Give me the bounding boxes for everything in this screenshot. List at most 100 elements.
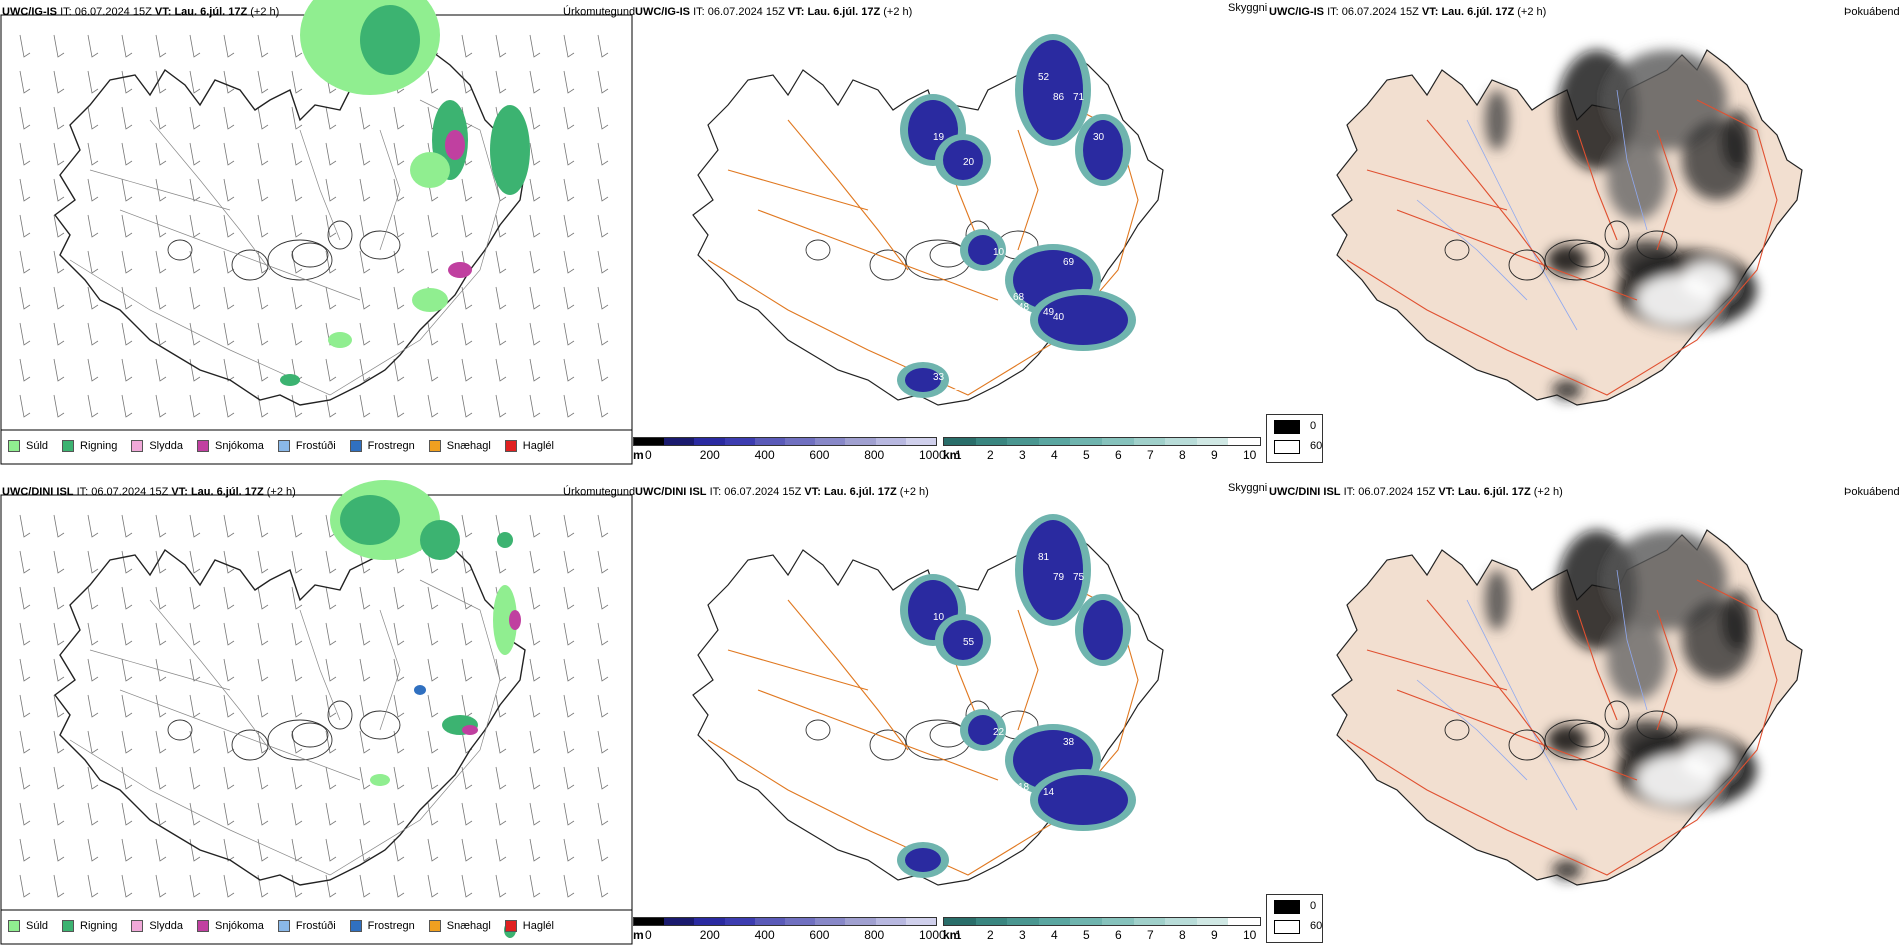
wind-barb [359,838,371,862]
colorbar-tick: 1000 [919,928,946,942]
wind-barb [597,514,609,538]
cloud-blob [1083,120,1123,180]
wind-barb [257,622,269,646]
wind-barb [597,106,609,130]
precip-blob [328,332,352,348]
wind-barb [155,838,167,862]
wind-barb [87,106,99,130]
wind-barb [291,214,303,238]
wind-barb [597,394,609,418]
road [1396,209,1638,301]
fog-clear [1682,742,1732,778]
colorbar-segment [975,918,1008,925]
wind-barb [19,178,31,202]
wind-barb [19,514,31,538]
wind-barb [257,34,269,58]
wind-barb [461,214,473,238]
legend-swatch [428,920,441,932]
wind-barb [53,250,65,274]
precip-blob [412,288,448,312]
wind-barb [291,622,303,646]
cloud-base-value: 79 [1053,572,1065,583]
wind-barb [87,766,99,790]
wind-barb [359,586,371,610]
cloud-base-value: 52 [1038,72,1050,83]
wind-barb [87,250,99,274]
road [149,599,271,751]
wind-barb [563,70,575,94]
wind-barb [529,550,541,574]
wind-barb [325,586,337,610]
wind-barb [495,802,507,826]
cloud-base-value: 40 [1053,312,1065,323]
wind-barb [563,358,575,382]
wind-barb [53,358,65,382]
wind-barb [121,394,133,418]
wind-barb [393,394,405,418]
wind-barb [257,394,269,418]
colorbar-tick: 4 [1051,448,1058,462]
colorbar-segment [845,438,876,445]
wind-barb [495,550,507,574]
wind-barb [461,514,473,538]
road [1017,609,1039,731]
cloud-blob [905,848,941,872]
wind-barb [291,250,303,274]
fog-blob [1607,140,1667,220]
wind-barb [461,178,473,202]
wind-barb [563,34,575,58]
wind-barb [291,178,303,202]
wind-barb [53,550,65,574]
wind-barb [529,214,541,238]
wind-barb [87,658,99,682]
glacier [1604,220,1630,250]
wind-barb [53,838,65,862]
glacier-outlines [1444,700,1678,761]
glacier [267,239,333,281]
wind-barb [19,106,31,130]
precip-areas [280,0,530,386]
wind-barb [597,322,609,346]
glacier [1508,249,1546,281]
road-lines [1346,99,1778,396]
wind-barb [495,394,507,418]
colorbar-segment [1070,438,1102,445]
road [1346,99,1778,396]
wind-barb [121,622,133,646]
river [1616,89,1648,231]
road [1366,169,1508,211]
legend-item: Haglél [504,920,554,932]
wind-barb [529,514,541,538]
colorbar-segment [1165,438,1197,445]
wind-barb [19,694,31,718]
wind-barb [189,106,201,130]
colorbar-segment [785,918,816,925]
wind-barb [189,178,201,202]
glacier [1544,719,1610,761]
road [69,99,501,396]
colorbar-segment [944,438,976,445]
wind-barb [223,802,235,826]
cloud-visibility-panel: 81 79 75 78 10 55 21 61 22 38 18 14 UWC/DINI ISL IT… [633,480,1267,945]
legend-swatch [504,440,517,452]
colorbar-segment [1038,918,1071,925]
wind-barb [223,550,235,574]
precip-type-label: Úrkomutegund [563,486,636,498]
wind-barb [461,286,473,310]
legend-swatch [349,440,362,452]
wind-barb [121,838,133,862]
wind-barb [189,358,201,382]
cloud-blob [943,620,983,660]
wind-barb [19,250,31,274]
wind-barb [19,730,31,754]
wind-barb [87,322,99,346]
cloud-blob [1023,520,1083,620]
fog-legend-label: 60 [1310,920,1323,932]
wind-barb [427,586,439,610]
wind-barb [427,874,439,898]
wind-barb [53,730,65,754]
legend-item: Frostregn [349,920,415,932]
legend-item: Snjókoma [196,440,264,452]
road [1366,649,1508,691]
